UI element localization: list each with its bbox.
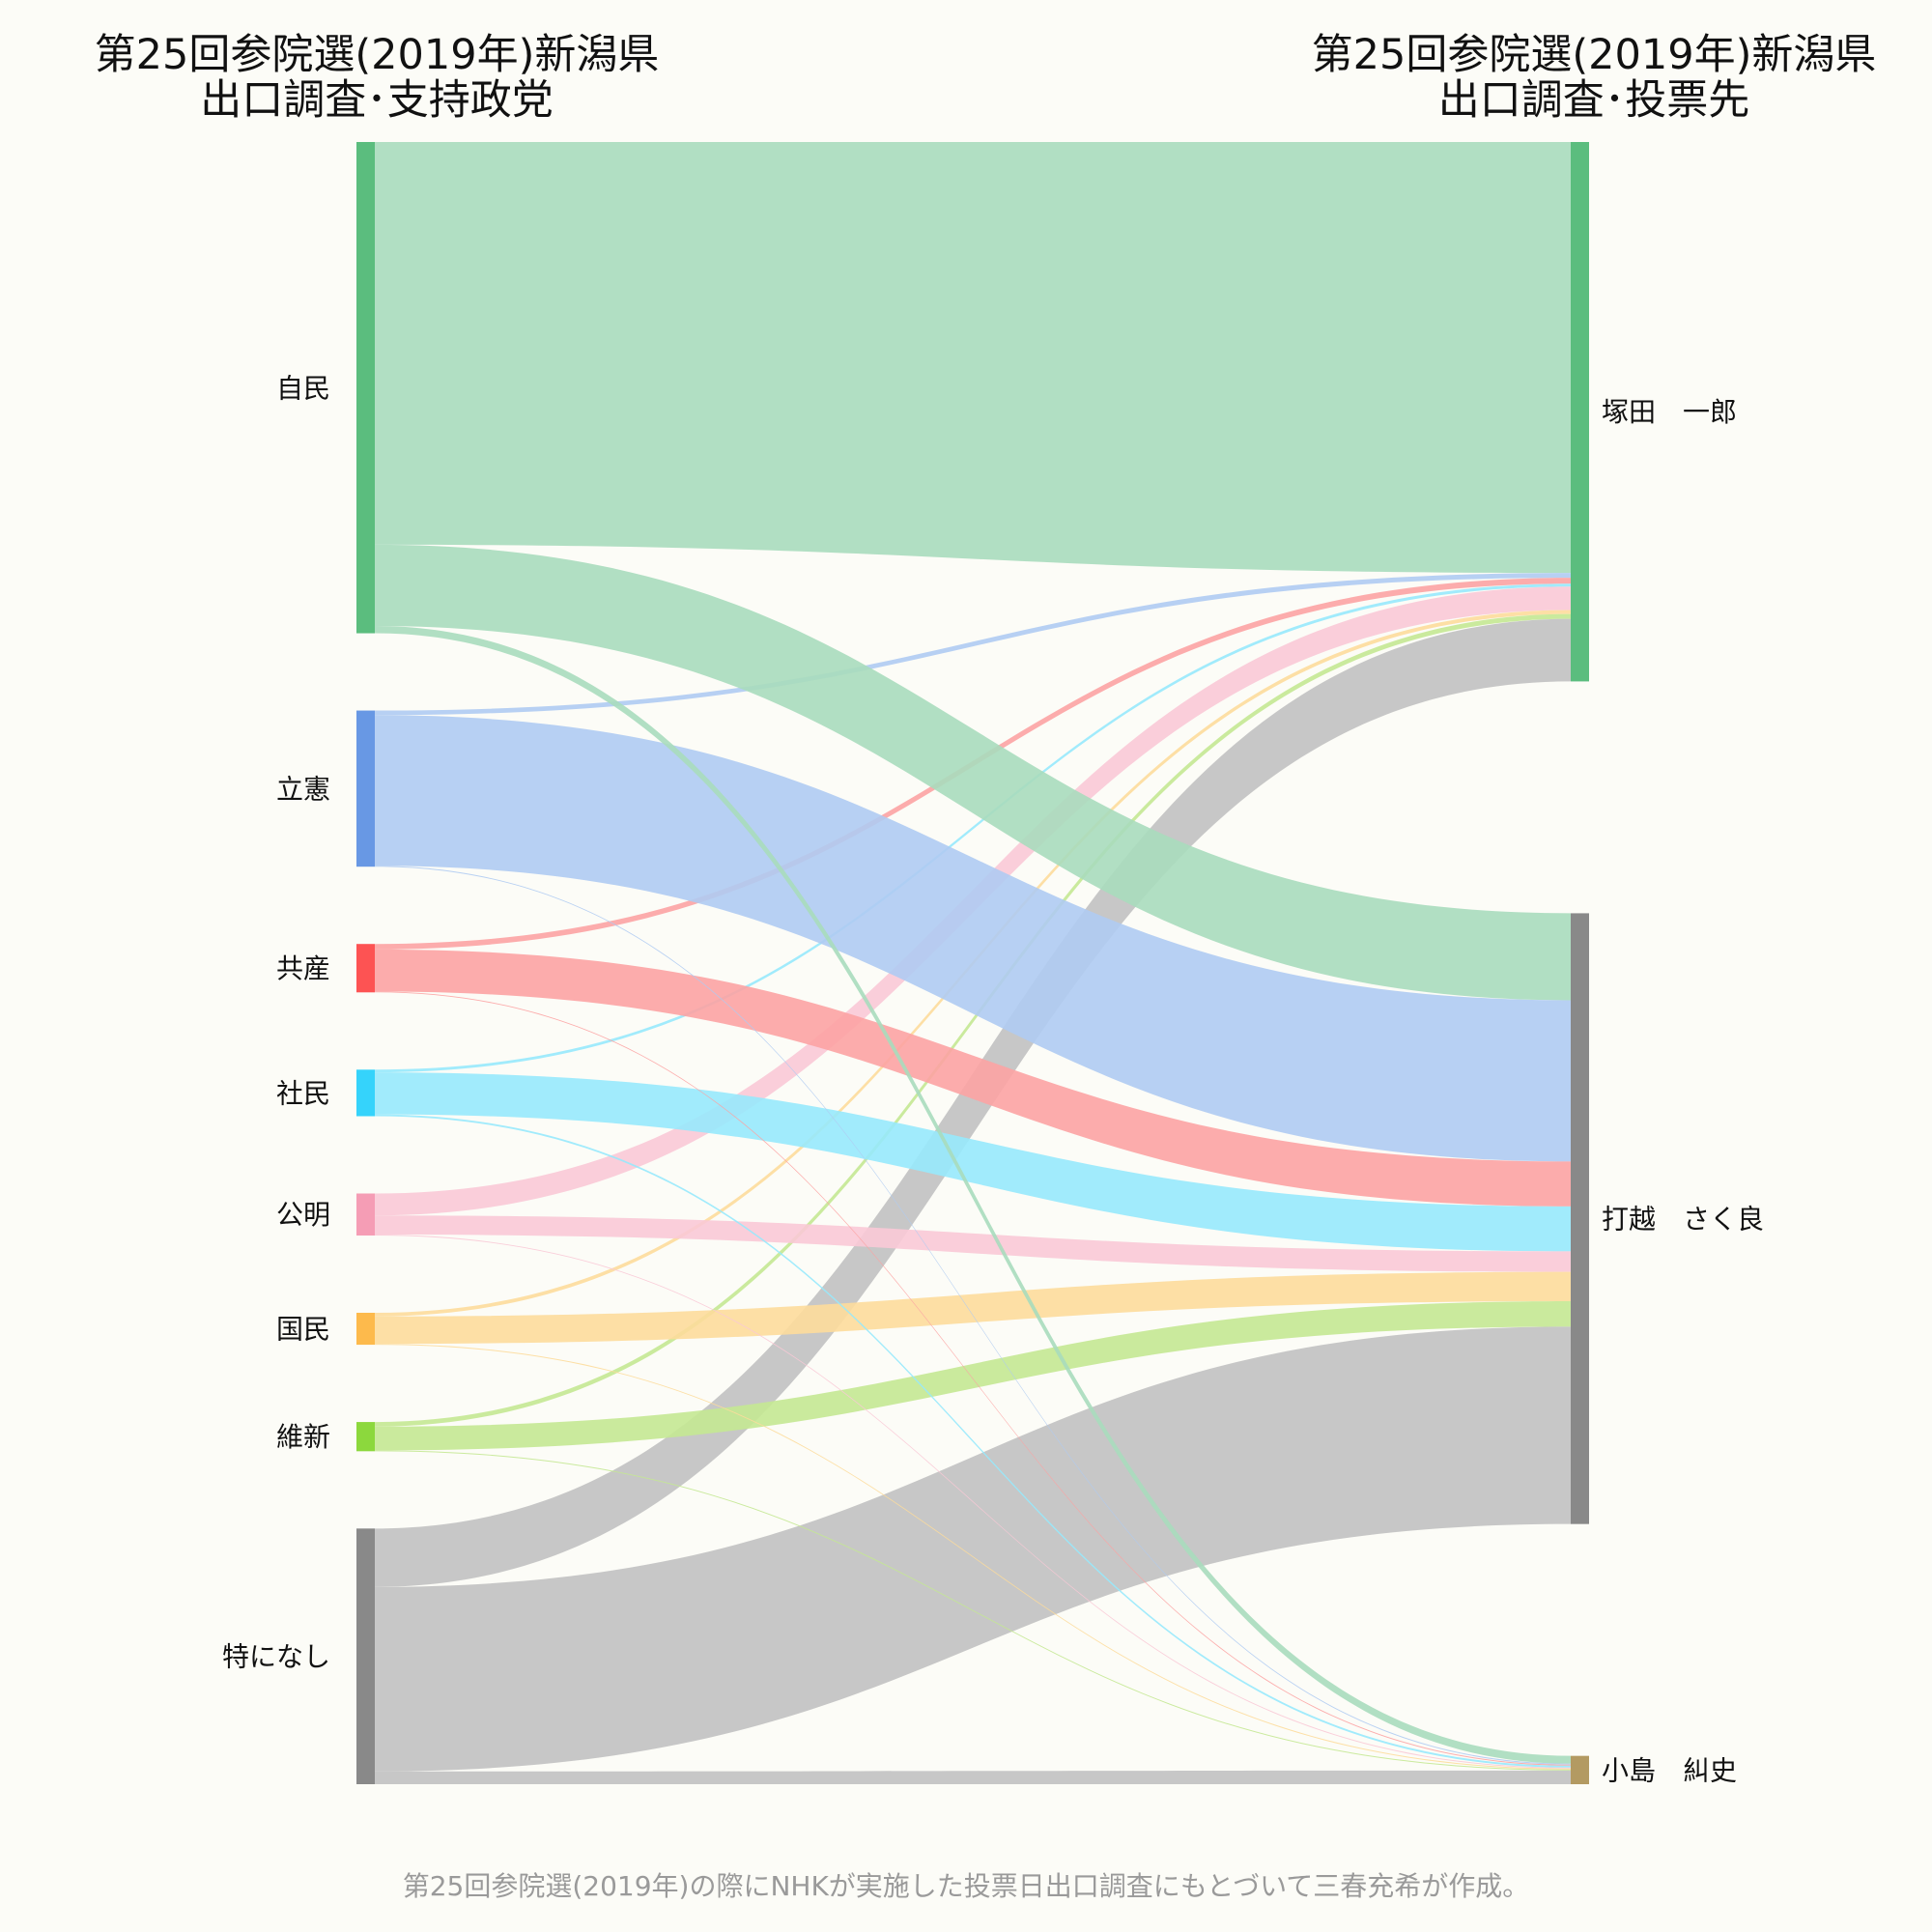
source-label: 自民 (276, 372, 330, 404)
flow-link (375, 991, 1571, 1766)
target-node (1571, 1755, 1589, 1784)
source-node (356, 142, 375, 634)
left-title-line1: 第25回参院選(2019年)新潟県 (94, 31, 660, 79)
source-node (356, 1312, 375, 1346)
right-title: 第25回参院選(2019年)新潟県 出口調査･投票先 (1246, 33, 1932, 124)
flow-link (375, 1344, 1571, 1770)
flow-link (375, 544, 1571, 1001)
source-node (356, 1422, 375, 1452)
flow-link (375, 142, 1571, 574)
flow-link (375, 618, 1571, 1587)
flow-link (375, 1215, 1571, 1272)
source-label: 共産 (276, 952, 330, 984)
target-label: 小島 糾史 (1602, 1754, 1737, 1786)
source-label: 国民 (276, 1314, 330, 1346)
left-title-line2: 出口調査･支持政党 (200, 76, 554, 125)
source-node (356, 1528, 375, 1784)
flow-link (375, 573, 1571, 716)
flow-link (375, 1072, 1571, 1252)
target-label: 塚田 一郎 (1602, 396, 1737, 428)
source-label: 維新 (276, 1421, 330, 1453)
flow-link (375, 1301, 1571, 1451)
flow-link (375, 583, 1571, 1073)
flow-link (375, 949, 1571, 1207)
nodes (356, 142, 1589, 1784)
target-node (1571, 913, 1589, 1524)
flow-link (375, 866, 1571, 1765)
source-node (356, 1193, 375, 1236)
flow-link (375, 1770, 1571, 1784)
flow-links (375, 142, 1571, 1784)
target-label: 打越 さく良 (1602, 1204, 1764, 1236)
source-node (356, 1069, 375, 1117)
source-node (356, 710, 375, 867)
flow-link (375, 1271, 1571, 1345)
left-title: 第25回参院選(2019年)新潟県 出口調査･支持政党 (29, 33, 724, 124)
source-label: 社民 (276, 1077, 330, 1109)
flow-link (375, 1235, 1571, 1769)
right-title-line2: 出口調査･投票先 (1437, 76, 1750, 125)
source-label: 立憲 (276, 773, 330, 805)
source-label: 公明 (276, 1199, 330, 1231)
target-node (1571, 142, 1589, 682)
flow-link (375, 1450, 1571, 1771)
flow-link (375, 625, 1571, 1764)
flow-link (375, 613, 1571, 1427)
flow-link (375, 1326, 1571, 1772)
right-title-line1: 第25回参院選(2019年)新潟県 (1311, 31, 1877, 79)
source-label: 特になし (222, 1641, 330, 1673)
flow-link (375, 715, 1571, 1162)
source-node (356, 944, 375, 993)
flow-link (375, 1114, 1571, 1768)
source-caption: 第25回参院選(2019年)の際にNHKが実施した投票日出口調査にもとづいて三春… (402, 1870, 1530, 1902)
